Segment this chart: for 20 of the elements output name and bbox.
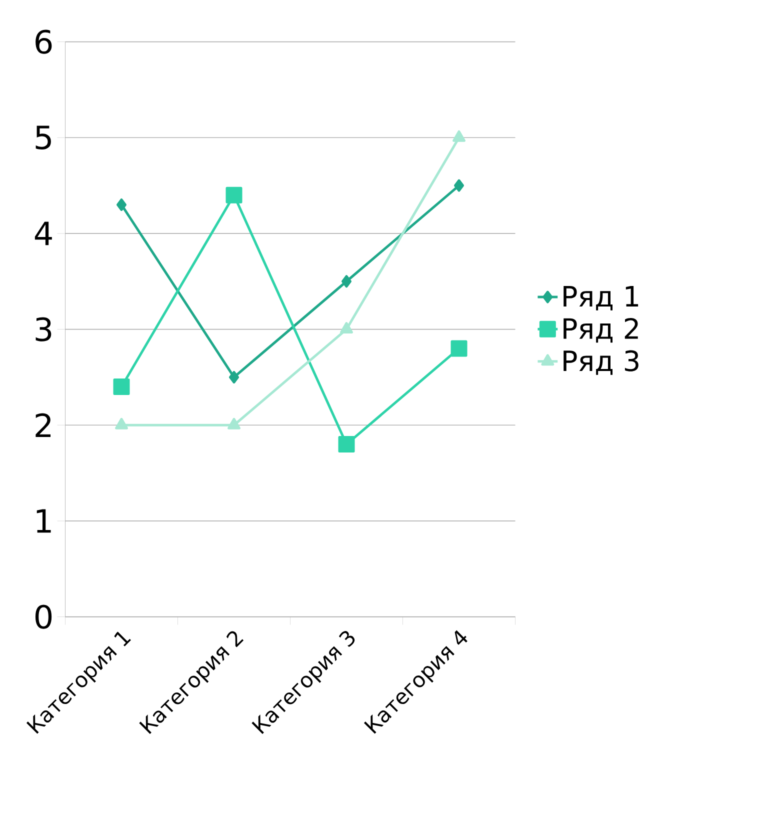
point xyxy=(116,198,127,211)
point xyxy=(226,186,242,204)
y-tick-label: 4 xyxy=(34,222,52,246)
y-tick-label: 0 xyxy=(35,604,52,629)
point xyxy=(450,340,468,357)
point xyxy=(229,370,239,384)
point xyxy=(113,378,130,396)
legend-label: Ряд 3 xyxy=(564,350,638,375)
point xyxy=(452,130,466,142)
legend-label: Ряд 1 xyxy=(564,286,638,310)
y-tick-label: 3 xyxy=(36,317,52,342)
y-tick-label: 1 xyxy=(36,509,51,533)
y-tick-label: 6 xyxy=(36,30,52,54)
point xyxy=(338,436,355,453)
point xyxy=(454,179,464,192)
point xyxy=(340,322,353,334)
legend-label: Ряд 2 xyxy=(564,318,638,343)
point xyxy=(342,275,352,288)
y-tick-label: 5 xyxy=(36,126,51,150)
y-tick-label: 2 xyxy=(36,413,51,437)
